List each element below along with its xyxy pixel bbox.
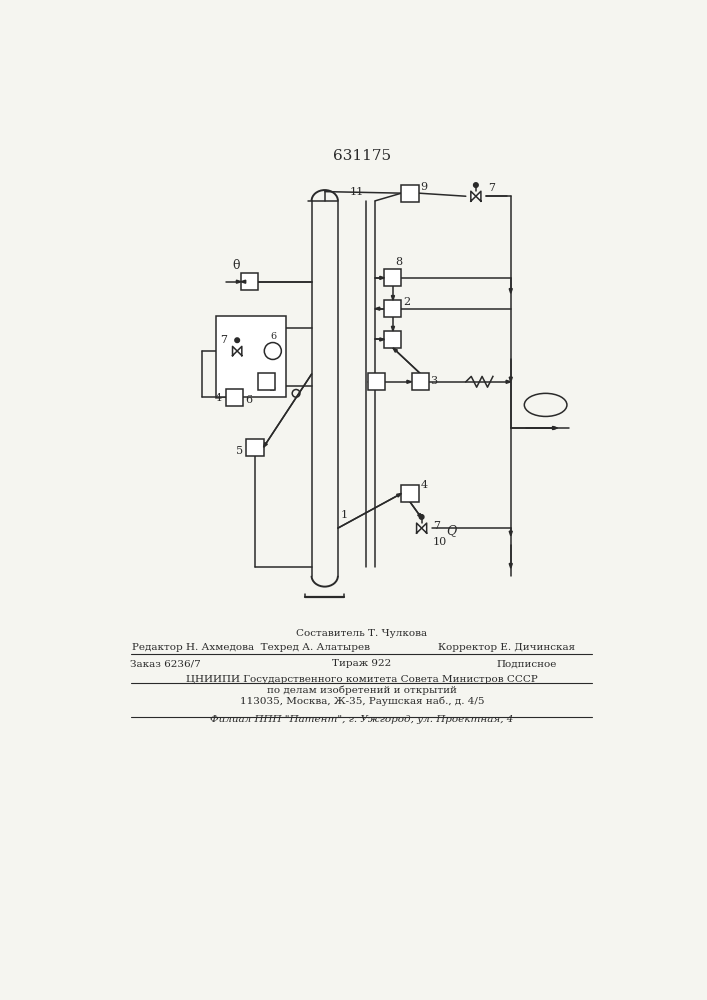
- Polygon shape: [476, 191, 481, 201]
- Text: 3: 3: [430, 376, 437, 386]
- Bar: [258, 373, 275, 390]
- Polygon shape: [509, 564, 513, 568]
- Polygon shape: [380, 276, 385, 279]
- Bar: [385, 331, 402, 348]
- Polygon shape: [418, 513, 421, 518]
- Bar: [226, 389, 243, 406]
- Polygon shape: [509, 289, 513, 293]
- Text: Редактор Н. Ахмедова  Техред А. Алатырев: Редактор Н. Ахмедова Техред А. Алатырев: [132, 643, 370, 652]
- Polygon shape: [392, 326, 395, 331]
- Text: 11: 11: [349, 187, 364, 197]
- Text: 6: 6: [245, 395, 252, 405]
- Text: Заказ 6236/7: Заказ 6236/7: [131, 659, 201, 668]
- Polygon shape: [471, 191, 476, 201]
- Polygon shape: [553, 426, 557, 430]
- Text: 7: 7: [433, 521, 440, 531]
- Bar: [402, 485, 419, 502]
- Text: Тираж 922: Тираж 922: [332, 659, 392, 668]
- Bar: [385, 269, 402, 286]
- Bar: [216, 316, 286, 397]
- Text: 5: 5: [269, 383, 276, 393]
- Text: 4: 4: [421, 480, 428, 490]
- Text: по делам изобретений и открытий: по делам изобретений и открытий: [267, 686, 457, 695]
- Polygon shape: [553, 426, 557, 430]
- Text: 1: 1: [340, 510, 347, 520]
- Circle shape: [474, 183, 478, 187]
- Text: 10: 10: [433, 537, 447, 547]
- Text: 2: 2: [403, 297, 410, 307]
- Polygon shape: [397, 493, 402, 497]
- Polygon shape: [407, 380, 411, 383]
- Circle shape: [419, 515, 424, 519]
- Text: 7: 7: [220, 335, 227, 345]
- Polygon shape: [421, 523, 426, 533]
- Polygon shape: [237, 346, 242, 356]
- Text: θ: θ: [233, 259, 240, 272]
- Text: Составитель Т. Чулкова: Составитель Т. Чулкова: [296, 629, 428, 638]
- Polygon shape: [380, 338, 385, 341]
- Bar: [247, 439, 264, 456]
- Text: 6: 6: [271, 332, 276, 341]
- Text: 631175: 631175: [333, 149, 391, 163]
- Bar: [385, 300, 402, 317]
- Bar: [368, 373, 385, 390]
- Text: 113035, Москва, Ж-35, Раушская наб., д. 4/5: 113035, Москва, Ж-35, Раушская наб., д. …: [240, 696, 484, 706]
- Bar: [241, 273, 258, 290]
- Polygon shape: [375, 307, 380, 310]
- Polygon shape: [236, 280, 241, 283]
- Text: 7: 7: [374, 375, 380, 384]
- Polygon shape: [392, 296, 395, 300]
- Text: 7: 7: [489, 183, 496, 193]
- Polygon shape: [416, 523, 421, 533]
- Text: Подписное: Подписное: [496, 659, 556, 668]
- Text: 5: 5: [235, 446, 243, 456]
- Polygon shape: [506, 380, 510, 383]
- Polygon shape: [241, 280, 246, 283]
- Text: Филиал ППП "Патент", г. Ужгород, ул. Проектная, 4: Филиал ППП "Патент", г. Ужгород, ул. Про…: [210, 715, 514, 724]
- Text: 4: 4: [215, 393, 222, 403]
- Text: ЦНИИПИ Государственного комитета Совета Министров СССР: ЦНИИПИ Государственного комитета Совета …: [186, 675, 538, 684]
- Bar: [402, 185, 419, 202]
- Text: 9: 9: [420, 182, 427, 192]
- Polygon shape: [509, 377, 513, 382]
- Text: Q: Q: [446, 524, 457, 537]
- Polygon shape: [393, 348, 397, 352]
- Polygon shape: [233, 346, 237, 356]
- Circle shape: [235, 338, 240, 343]
- Text: Корректор Е. Дичинская: Корректор Е. Дичинская: [438, 643, 575, 652]
- Polygon shape: [509, 531, 513, 536]
- Text: 8: 8: [395, 257, 402, 267]
- Polygon shape: [264, 443, 267, 447]
- Bar: [411, 373, 428, 390]
